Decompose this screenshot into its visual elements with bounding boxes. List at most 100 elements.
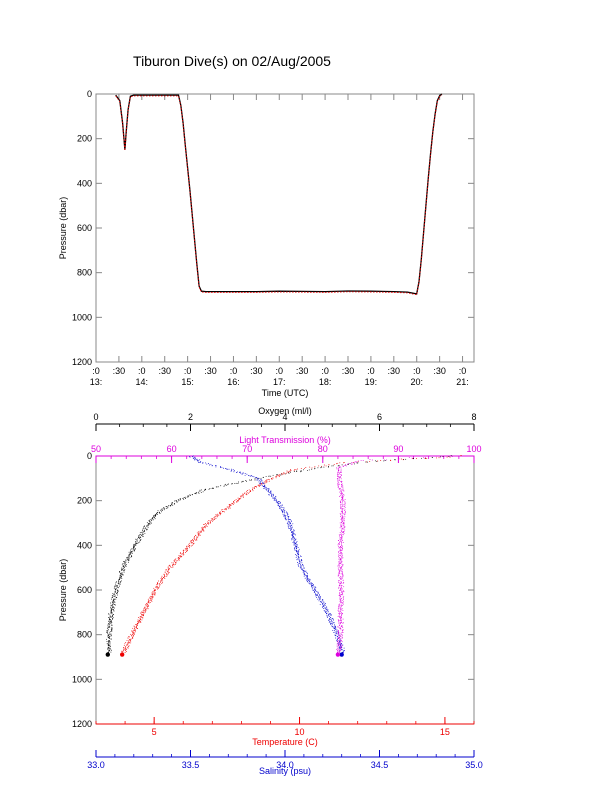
profile-point [342, 499, 344, 501]
profile-point [340, 473, 342, 475]
profile-point [311, 585, 313, 587]
profile-point [127, 561, 129, 563]
profile-point [341, 503, 343, 505]
profile-point [120, 580, 122, 582]
profile-point [291, 533, 293, 535]
profile-point [127, 637, 129, 639]
profile-point [286, 513, 288, 515]
profile-point [341, 530, 342, 532]
profile-point [191, 493, 193, 495]
profile-point [326, 610, 328, 612]
profile-point [341, 635, 343, 637]
profile-point [341, 565, 342, 567]
profile-point [144, 528, 146, 530]
profile-point [338, 488, 340, 490]
profile-point [140, 612, 142, 614]
profile-point [339, 582, 340, 584]
profile-point [110, 622, 112, 624]
profile-point [284, 509, 286, 511]
profile-point [156, 514, 158, 515]
profile-point [448, 456, 450, 457]
profile-point [181, 553, 183, 555]
profile-point [192, 539, 194, 540]
profile-point [111, 595, 113, 596]
profile-point [297, 564, 299, 566]
profile-point [291, 539, 293, 541]
profile-point [292, 535, 293, 537]
profile-point [112, 604, 114, 606]
profile-point [340, 543, 342, 545]
profile-point [230, 504, 232, 505]
profile-point [288, 517, 290, 519]
profile-point [286, 523, 288, 524]
profile-point [289, 522, 291, 524]
profile-point [107, 633, 109, 635]
profile-point [236, 482, 238, 484]
profile-point [127, 646, 129, 647]
profile-point [196, 539, 198, 541]
profile-point [324, 604, 326, 606]
profile-point [333, 631, 335, 633]
profile-point [340, 468, 342, 470]
profile-point [345, 464, 347, 466]
profile-point [203, 530, 205, 532]
profile-point [199, 489, 201, 491]
profile-point [203, 523, 205, 525]
profile-point [166, 573, 168, 575]
profile-point [108, 623, 110, 625]
profile-point [341, 499, 342, 501]
profile-point [115, 583, 117, 585]
profile-point [211, 465, 213, 467]
profile-point [133, 543, 135, 545]
profile-point [321, 466, 323, 468]
profile-point [182, 497, 184, 499]
profile-point [242, 496, 244, 498]
profile-point [337, 575, 339, 577]
profile-point [336, 647, 338, 649]
profile-point [157, 510, 159, 512]
profile-point [187, 546, 189, 548]
profile-point [338, 636, 340, 638]
profile-point [145, 611, 146, 613]
profile-point [199, 461, 201, 463]
profile-point [146, 522, 148, 524]
profile-point [291, 526, 293, 528]
profile-point [287, 514, 289, 516]
profile-point [174, 560, 176, 562]
profile-point [335, 630, 337, 632]
profile-point [106, 629, 108, 631]
profile-point [339, 522, 341, 524]
profile-point [149, 598, 151, 600]
profile-point [318, 597, 320, 599]
profile-point [210, 522, 212, 523]
profile-point [338, 571, 340, 573]
profile-point [339, 512, 341, 514]
profile-point [107, 630, 109, 632]
profile-point [341, 481, 343, 483]
profile-point [287, 523, 289, 525]
axis-tick-label: 34.0 [276, 760, 294, 770]
profile-point [339, 644, 341, 645]
profile-point [340, 561, 342, 563]
profile-point [296, 545, 298, 547]
profile-point [340, 508, 342, 510]
profile-point [340, 589, 342, 591]
profile-point [343, 527, 345, 529]
profile-point [233, 502, 235, 504]
profile-point [298, 562, 300, 564]
profile-point [173, 503, 175, 505]
profile-point [317, 467, 319, 469]
profile-point [133, 547, 134, 549]
profile-point [143, 526, 145, 528]
profile-point [174, 500, 176, 502]
profile-point [402, 459, 404, 461]
profile-point [303, 570, 305, 572]
profile-point [296, 555, 297, 557]
profile-point [323, 466, 325, 468]
profile-point [114, 593, 115, 595]
profile-point [143, 606, 145, 608]
profile-point [383, 460, 385, 462]
profile-point [189, 541, 191, 543]
profile-point [319, 598, 320, 600]
profile-point [249, 479, 251, 481]
